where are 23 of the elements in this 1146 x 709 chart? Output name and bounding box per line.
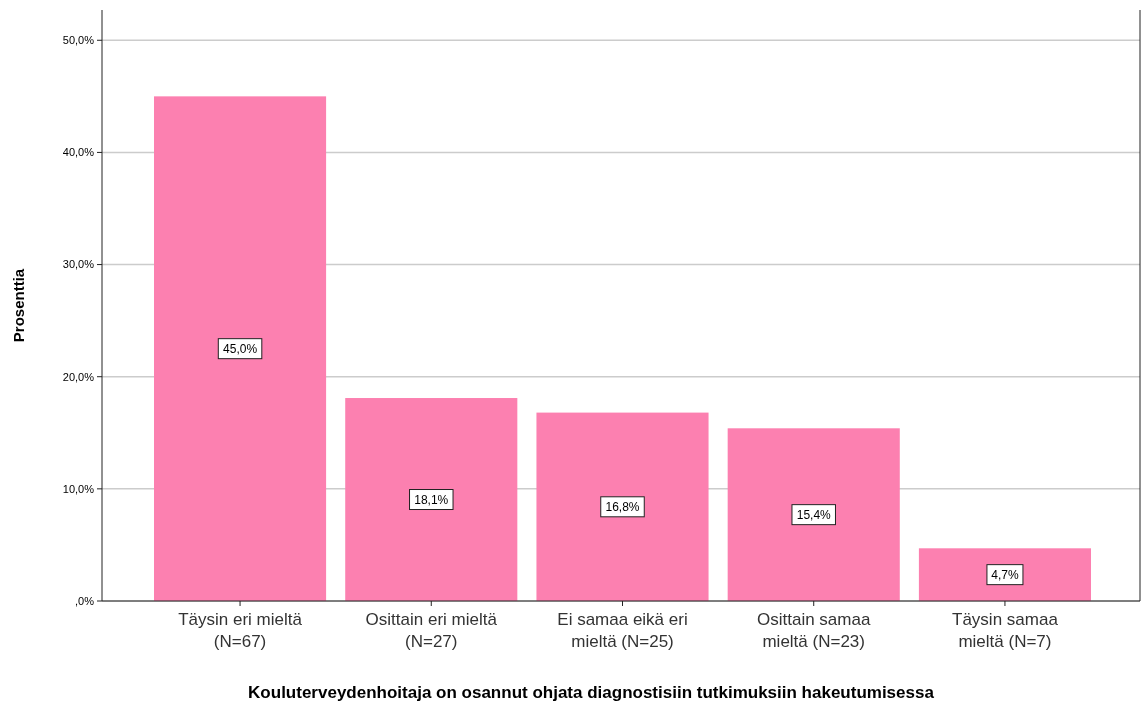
data-label: 16,8%	[605, 500, 640, 514]
data-label: 45,0%	[223, 341, 258, 356]
bar	[918, 548, 1091, 601]
bar	[536, 412, 709, 601]
y-tick-label: 50,0%	[62, 34, 95, 47]
x-axis-title: Kouluterveydenhoitaja on osannut ohjata diagnostisiin tutkimuksiin hakeutumisessa	[248, 683, 935, 702]
x-tick-label: Osittain samaa mieltä (N=23)	[757, 610, 871, 651]
y-tick-label: 10,0%	[62, 482, 95, 495]
x-tick-label: Ei samaa eikä eri mieltä (N=25)	[557, 610, 688, 651]
data-label: 15,4%	[796, 507, 832, 522]
bar	[345, 398, 518, 601]
x-tick-label: Täysin eri mieltä (N=67)	[178, 610, 303, 651]
y-tick-label: 40,0%	[62, 146, 95, 159]
x-tick-label: Täysin samaa mieltä (N=7)	[952, 610, 1059, 651]
bar	[727, 428, 900, 601]
data-label: 4,7%	[991, 567, 1019, 582]
bar	[154, 96, 327, 601]
y-tick-label: 30,0%	[62, 258, 95, 271]
y-tick-label: ,0%	[75, 594, 95, 607]
x-tick-label: Osittain eri mieltä (N=27)	[365, 610, 498, 651]
y-axis-title: Prosenttia	[10, 268, 27, 343]
y-tick-label: 20,0%	[62, 370, 95, 383]
data-label: 18,1%	[414, 492, 449, 507]
